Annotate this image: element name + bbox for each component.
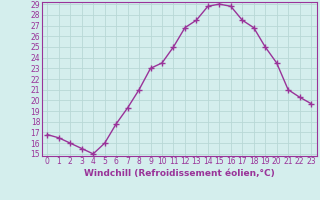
X-axis label: Windchill (Refroidissement éolien,°C): Windchill (Refroidissement éolien,°C) (84, 169, 275, 178)
